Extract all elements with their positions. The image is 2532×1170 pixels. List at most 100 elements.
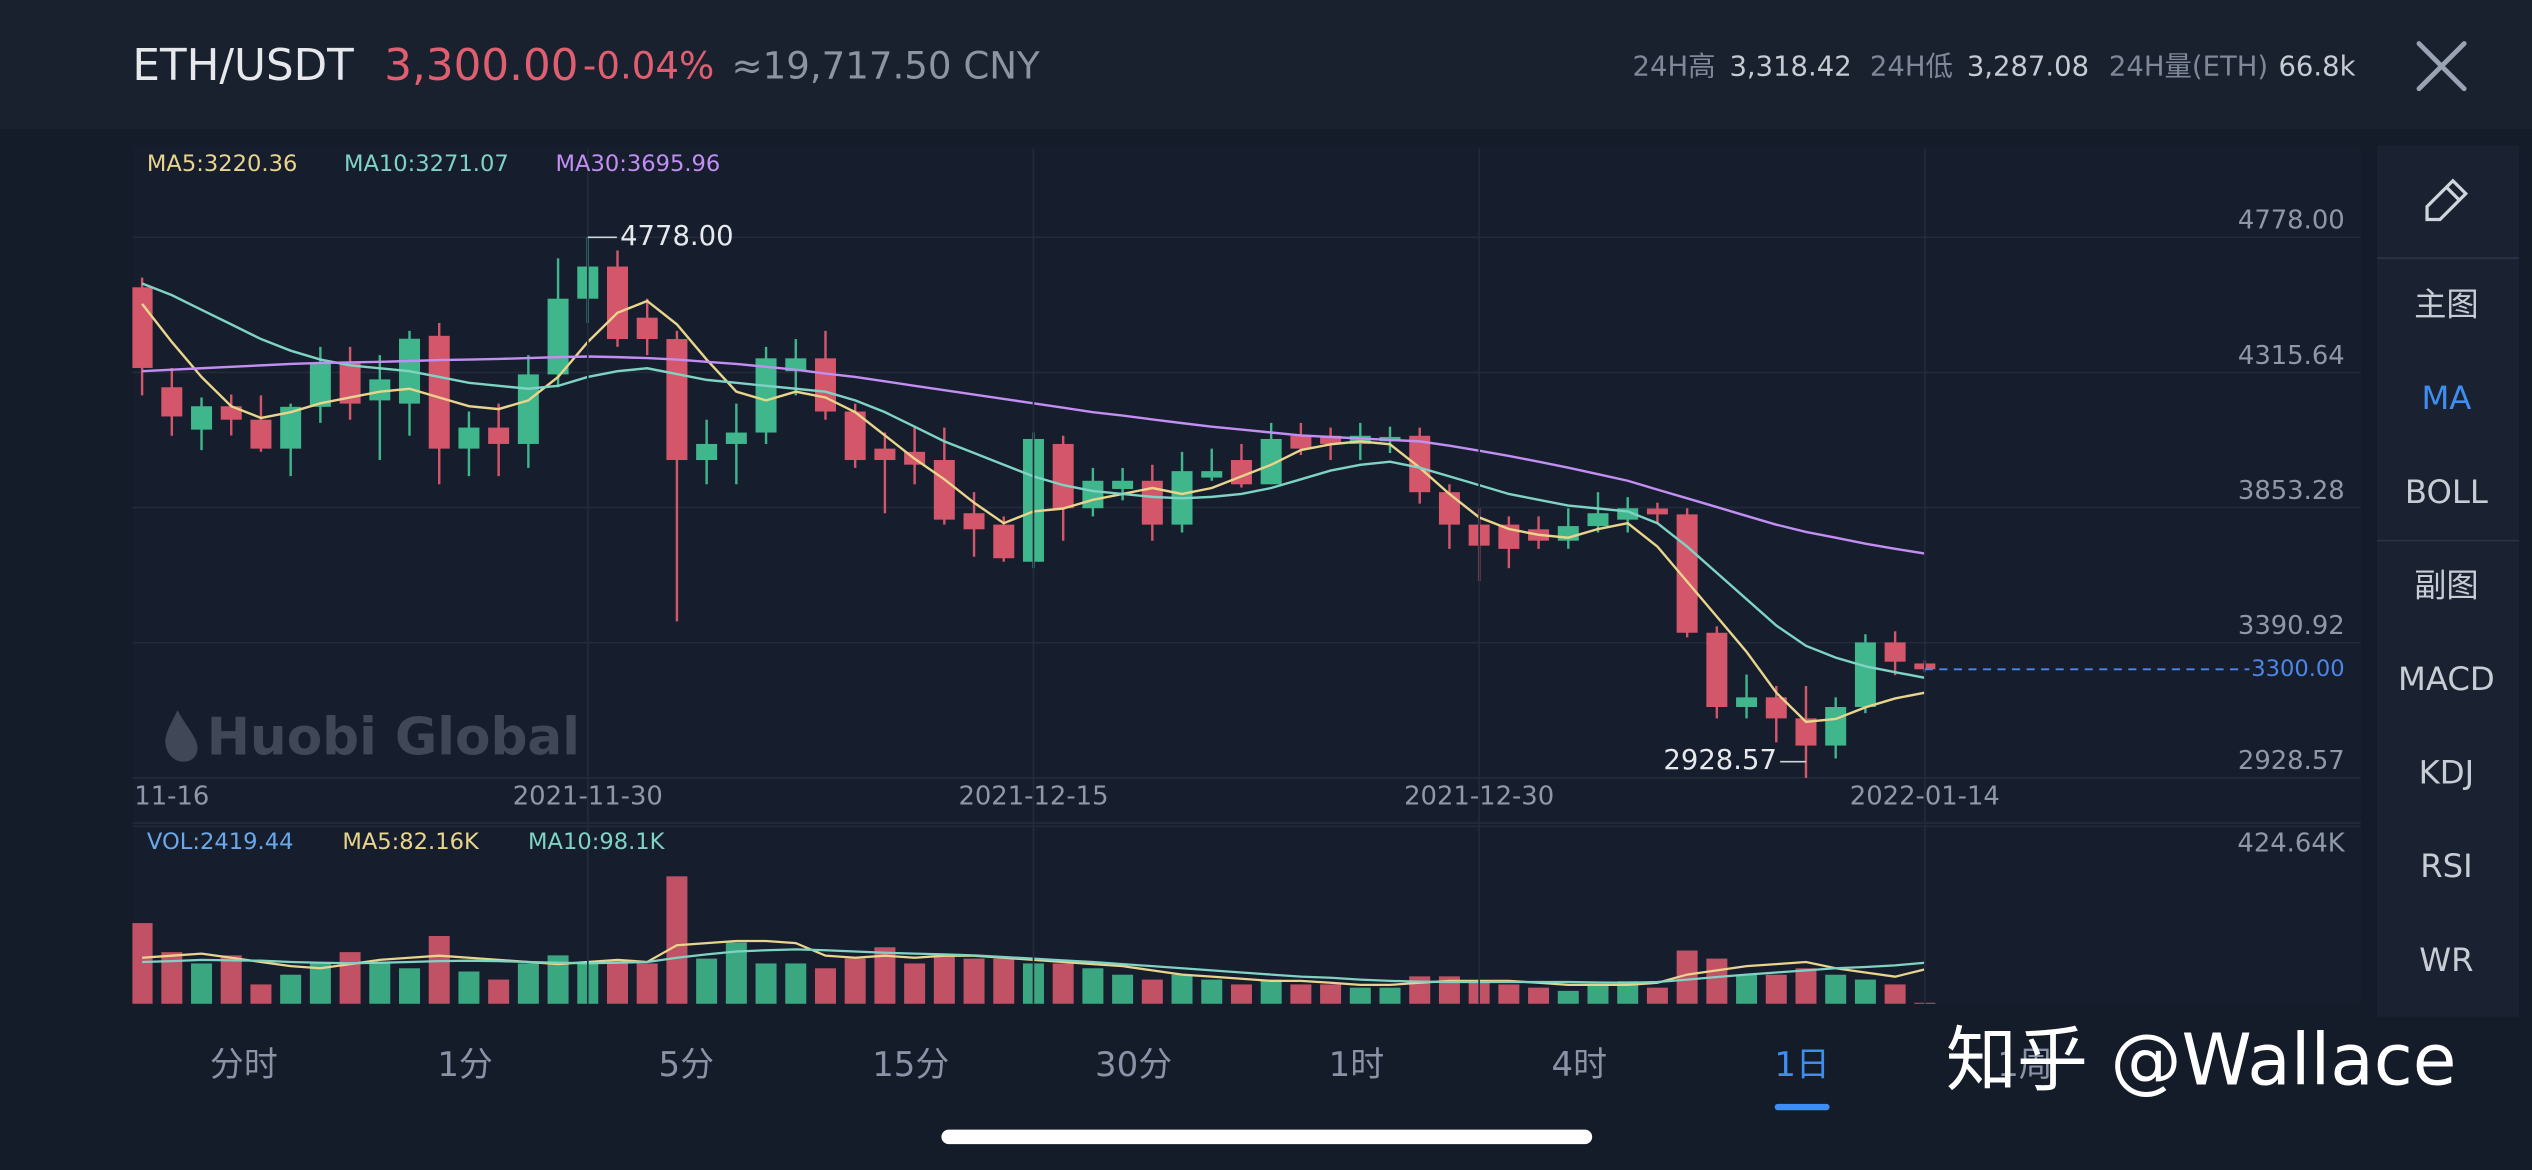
candle-body [963, 513, 985, 530]
x-tick-label: 2022-01-14 [1850, 782, 2000, 812]
sidebar-item[interactable]: 主图 [2414, 286, 2479, 324]
draw-tool-icon[interactable] [2425, 178, 2469, 222]
change: -0.04% [583, 44, 714, 87]
candle-body [1854, 642, 1876, 707]
volume-bar [904, 963, 926, 1004]
credit-watermark: 知乎 @Wallace [1946, 1019, 2457, 1102]
volume-bar [1320, 984, 1342, 1004]
candle-body [814, 358, 836, 412]
y-tick-label: 424.64K [2237, 829, 2345, 859]
volume-bar [369, 963, 391, 1004]
volume-bar [1706, 958, 1728, 1004]
volume-bar [428, 936, 450, 1004]
candle-body [1765, 697, 1787, 719]
stat-value: 3,318.42 [1729, 51, 1851, 82]
timeframe-tab[interactable]: 分时 [210, 1045, 278, 1084]
candle-body [1646, 508, 1668, 515]
timeframe-tab[interactable]: 4时 [1552, 1045, 1607, 1084]
y-tick-label: 4778.00 [2238, 206, 2345, 236]
candle-body [666, 339, 688, 461]
sidebar-item[interactable]: WR [2419, 941, 2473, 979]
candle-body [132, 287, 153, 368]
sidebar-item[interactable]: MACD [2398, 660, 2495, 698]
volume-bar [399, 968, 421, 1004]
x-tick-label: 2021-11-30 [513, 782, 663, 812]
volume-bar [1260, 979, 1282, 1004]
candle-body [1052, 443, 1074, 509]
candle-body [161, 387, 183, 417]
sidebar-item[interactable]: BOLL [2405, 473, 2488, 511]
volume-bar [874, 947, 896, 1004]
pair: ETH/USDT [132, 41, 354, 91]
legend-label: MA10:3271.07 [344, 151, 509, 177]
volume-bar [1765, 974, 1787, 1004]
header-bar [0, 0, 2532, 130]
stat-value: 3,287.08 [1967, 51, 2089, 82]
timeframe-tab[interactable]: 1周 [1997, 1045, 2052, 1084]
candle-body [428, 335, 450, 449]
sidebar-item[interactable]: 副图 [2414, 566, 2479, 604]
volume-bar [1736, 974, 1758, 1004]
volume-bar [250, 984, 272, 1004]
watermark-text: Huobi Global [207, 708, 580, 768]
sidebar-item[interactable]: RSI [2420, 847, 2472, 885]
volume-bar [1141, 979, 1163, 1004]
price: 3,300.00 [384, 41, 578, 91]
timeframe-tab[interactable]: 30分 [1095, 1045, 1172, 1084]
volume-bar [785, 963, 807, 1004]
legend-label: MA10:98.1K [528, 829, 666, 855]
volume-bar [1052, 963, 1074, 1004]
candle-body [1349, 435, 1371, 444]
candle-body [1230, 460, 1252, 485]
volume-bar [1201, 979, 1223, 1004]
sidebar-item[interactable]: MA [2421, 379, 2471, 417]
volume-bar [933, 955, 955, 1004]
volume-bar [1082, 968, 1104, 1004]
volume-bar [1825, 974, 1847, 1004]
candle-body [547, 298, 569, 375]
legend-label: MA5:3220.36 [147, 151, 297, 177]
timeframe-tab[interactable]: 1时 [1329, 1045, 1384, 1084]
volume-bar [1379, 987, 1401, 1004]
candle-body [280, 406, 302, 449]
tab-underline [1774, 1103, 1830, 1111]
volume-bar [161, 952, 183, 1004]
candle-body [1141, 480, 1163, 525]
timeframe-tab[interactable]: 1分 [437, 1045, 492, 1084]
candle-body [1795, 718, 1817, 746]
candle-body [339, 363, 361, 404]
candle-body [369, 379, 391, 401]
candle-body [607, 266, 628, 340]
sidebar-item[interactable]: KDJ [2419, 754, 2475, 792]
volume-bar [220, 955, 242, 1004]
cny-price: ≈19,717.50 CNY [732, 44, 1041, 87]
volume-bar [1112, 974, 1134, 1004]
stat-label: 24H高 [1633, 51, 1716, 82]
x-tick-label: 2021-12-30 [1404, 782, 1554, 812]
y-tick-label: 3853.28 [2238, 476, 2345, 506]
timeframe-tab[interactable]: 1日 [1774, 1045, 1829, 1084]
x-tick-label: 11-16 [134, 782, 209, 812]
volume-bar [993, 958, 1015, 1004]
y-tick-label: 3390.92 [2238, 611, 2345, 641]
volume-bar [666, 876, 688, 1004]
candle-body [636, 317, 658, 340]
candle-body [933, 460, 955, 520]
timeframe-tab[interactable]: 15分 [872, 1045, 949, 1084]
timeframe-tab[interactable]: 5分 [659, 1045, 714, 1084]
close-button[interactable] [2416, 41, 2467, 92]
legend-label: VOL:2419.44 [147, 829, 294, 855]
volume-bar [1646, 987, 1668, 1004]
watermark: Huobi Global [165, 708, 580, 768]
volume-bar [725, 942, 747, 1004]
candle-body [309, 363, 331, 407]
volume-bar [1617, 981, 1639, 1004]
volume-bar [1557, 990, 1579, 1004]
candle-body [1082, 480, 1104, 509]
stat-label: 24H低 [1870, 51, 1953, 82]
volume-bar [1528, 987, 1550, 1004]
volume-bar [1676, 950, 1698, 1004]
candle-body [1884, 642, 1906, 662]
candle-body [250, 419, 272, 449]
